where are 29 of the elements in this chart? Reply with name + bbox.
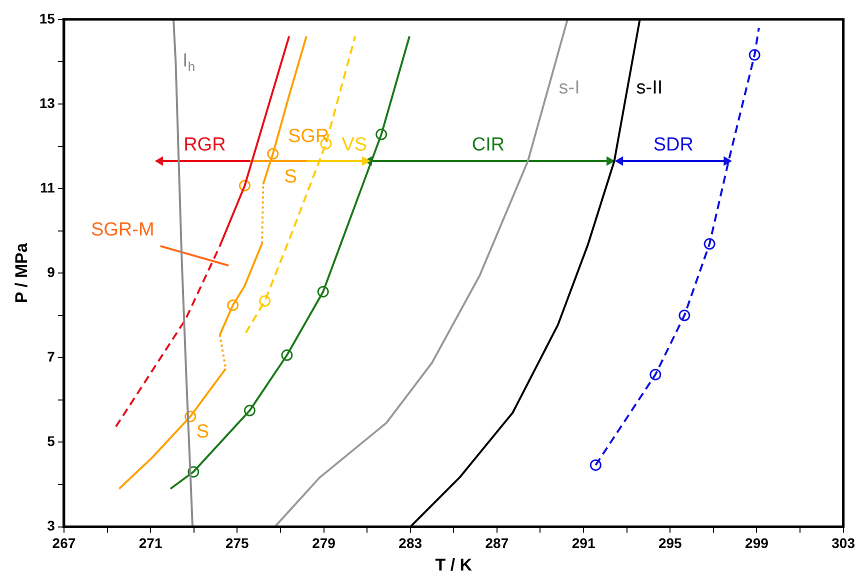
annotation: SDR <box>653 134 694 156</box>
x-tick-label: 271 <box>138 535 162 552</box>
annotation: s-II <box>636 77 663 98</box>
x-tick-label: 279 <box>312 535 336 552</box>
annotation: VS <box>342 134 368 156</box>
annotation: S <box>284 166 297 188</box>
x-tick-label: 291 <box>572 535 596 552</box>
x-tick-label: 299 <box>745 535 769 552</box>
annotation: RGR <box>184 134 226 156</box>
y-tick-label: 15 <box>39 10 56 26</box>
x-tick-label: 303 <box>832 535 856 552</box>
annotation: S <box>196 422 210 443</box>
y-tick-label: 7 <box>47 348 56 365</box>
y-tick-label: 3 <box>47 518 56 534</box>
x-tick-label: 295 <box>658 535 682 552</box>
x-tick-label: 267 <box>52 535 76 552</box>
x-axis-title: T / K <box>435 555 473 574</box>
y-tick-label: 13 <box>39 94 56 111</box>
y-tick-label: 11 <box>40 179 56 196</box>
annotation: s-I <box>558 77 580 98</box>
x-tick-label: 287 <box>485 535 509 552</box>
y-axis-title: P / MPa <box>12 242 31 304</box>
x-tick-label: 275 <box>225 535 250 552</box>
annotation: SGR-M <box>90 219 154 240</box>
annotation: CIR <box>472 134 505 156</box>
annotation: SGR <box>288 126 330 148</box>
y-tick-label: 9 <box>47 264 56 280</box>
x-tick-label: 283 <box>398 535 422 552</box>
y-tick-label: 5 <box>47 433 56 450</box>
